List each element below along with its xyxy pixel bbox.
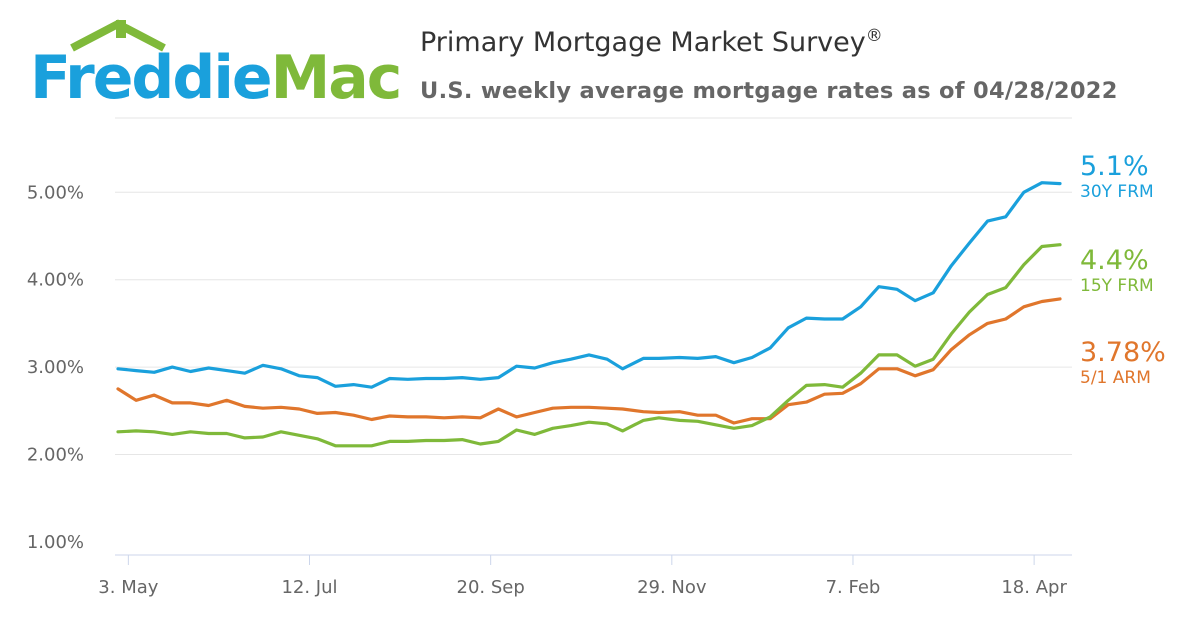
logo-word-mac: Mac: [271, 43, 400, 113]
y-tick-label: 2.00%: [27, 444, 84, 465]
series-name-15y-frm: 15Y FRM: [1080, 276, 1154, 296]
y-tick-label: 4.00%: [27, 270, 84, 291]
x-tick-label: 20. Sep: [457, 577, 525, 598]
x-tick-label: 12. Jul: [281, 577, 337, 598]
series-line-30y-frm: [116, 181, 1062, 389]
end-label-15y-frm: 4.4% 15Y FRM: [1080, 245, 1154, 297]
y-tick-label: 1.00%: [27, 532, 84, 553]
end-label-5-1-arm: 3.78% 5/1 ARM: [1080, 337, 1166, 389]
x-tick-label: 3. May: [98, 577, 158, 598]
end-value-5-1-arm: 3.78%: [1080, 337, 1166, 368]
chart-title: Primary Mortgage Market Survey®: [420, 26, 883, 58]
registered-mark: ®: [865, 26, 883, 46]
y-tick-label: 5.00%: [27, 182, 84, 203]
end-value-15y-frm: 4.4%: [1080, 245, 1149, 276]
series-line-5-1-arm: [116, 297, 1062, 425]
chart-title-text: Primary Mortgage Market Survey: [420, 27, 866, 58]
y-tick-label: 3.00%: [27, 357, 84, 378]
series-name-30y-frm: 30Y FRM: [1080, 182, 1154, 202]
chart-subtitle: U.S. weekly average mortgage rates as of…: [420, 78, 1118, 104]
house-chimney-icon: [116, 20, 126, 38]
series-name-5-1-arm: 5/1 ARM: [1080, 368, 1151, 388]
freddie-mac-logo: FreddieMac: [30, 19, 400, 113]
end-label-30y-frm: 5.1% 30Y FRM: [1080, 151, 1154, 203]
x-tick-label: 7. Feb: [826, 577, 881, 598]
logo-word-freddie: Freddie: [30, 43, 271, 113]
x-tick-label: 29. Nov: [637, 577, 707, 598]
logo-text: FreddieMac: [30, 43, 400, 113]
end-value-30y-frm: 5.1%: [1080, 151, 1149, 182]
series-line-15y-frm: [116, 243, 1062, 448]
x-tick-label: 18. Apr: [1001, 577, 1067, 598]
